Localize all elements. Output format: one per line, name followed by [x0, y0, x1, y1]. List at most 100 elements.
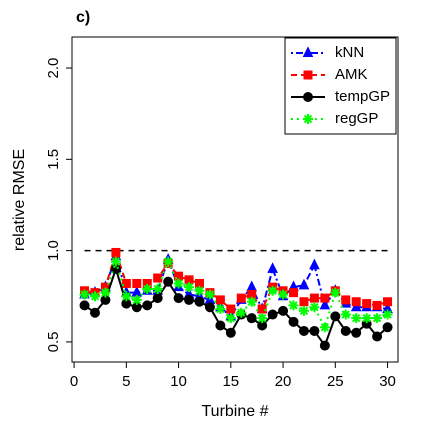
- marker: [226, 304, 236, 314]
- marker: [100, 287, 111, 298]
- marker: [257, 304, 267, 314]
- marker: [319, 298, 331, 310]
- marker: [215, 295, 225, 305]
- legend-entry: regGP: [291, 110, 378, 127]
- legend-label: tempGP: [335, 88, 390, 105]
- marker: [89, 291, 100, 302]
- marker: [330, 287, 341, 298]
- marker: [278, 289, 289, 300]
- marker: [341, 295, 351, 305]
- y-tick-label: 2.0: [45, 58, 62, 79]
- marker: [194, 296, 205, 307]
- legend-entry: AMK: [291, 66, 368, 83]
- y-axis-label: relative RMSE: [11, 149, 28, 251]
- legend-marker: [303, 92, 313, 102]
- legend-label: kNN: [335, 44, 364, 61]
- marker: [361, 313, 372, 324]
- legend-marker: [303, 114, 313, 124]
- marker: [298, 305, 309, 316]
- marker: [236, 293, 246, 303]
- marker: [267, 285, 278, 296]
- marker: [267, 262, 278, 273]
- marker: [288, 300, 299, 311]
- marker: [309, 325, 320, 336]
- marker: [267, 309, 278, 320]
- marker: [132, 278, 142, 288]
- marker: [351, 313, 362, 324]
- marker: [372, 313, 383, 324]
- marker: [142, 300, 153, 311]
- legend-label: regGP: [335, 110, 378, 127]
- marker: [309, 302, 320, 313]
- marker: [320, 293, 330, 303]
- y-tick-label: 1.5: [45, 149, 62, 170]
- x-tick-label: 10: [170, 373, 187, 390]
- marker: [340, 325, 351, 336]
- marker: [383, 297, 393, 307]
- legend-label: AMK: [335, 66, 368, 83]
- x-tick-label: 5: [122, 373, 130, 390]
- marker: [111, 247, 121, 257]
- marker: [298, 278, 310, 290]
- x-axis-label: Turbine #: [202, 403, 269, 420]
- marker: [215, 304, 226, 315]
- marker: [121, 291, 132, 302]
- marker: [131, 294, 142, 305]
- marker: [152, 293, 163, 304]
- marker: [163, 256, 174, 267]
- marker: [372, 300, 382, 310]
- x-tick-label: 0: [70, 373, 78, 390]
- marker: [351, 297, 361, 307]
- marker: [152, 283, 163, 294]
- marker: [225, 327, 236, 338]
- x-tick-label: 15: [222, 373, 239, 390]
- marker: [351, 327, 362, 338]
- marker: [362, 299, 372, 309]
- marker: [319, 322, 330, 333]
- marker: [194, 285, 205, 296]
- marker: [89, 307, 100, 318]
- panel-label: c): [76, 9, 90, 26]
- marker: [173, 278, 184, 289]
- x-tick-label: 30: [379, 373, 396, 390]
- series-line: [84, 258, 388, 330]
- marker: [79, 289, 90, 300]
- marker: [278, 305, 289, 316]
- marker: [382, 322, 393, 333]
- marker: [289, 288, 299, 298]
- marker: [382, 309, 393, 320]
- legend-marker: [303, 70, 313, 80]
- marker: [257, 313, 268, 324]
- marker: [319, 340, 330, 351]
- marker: [79, 300, 90, 311]
- legend-entry: kNN: [291, 44, 364, 61]
- marker: [184, 294, 195, 305]
- marker: [309, 258, 320, 270]
- marker: [215, 320, 226, 331]
- marker: [153, 273, 163, 283]
- y-tick-label: 0.5: [45, 331, 62, 352]
- marker: [372, 331, 383, 342]
- y-tick-label: 1.0: [45, 240, 62, 261]
- marker: [142, 283, 153, 294]
- marker: [340, 309, 351, 320]
- marker: [236, 307, 247, 318]
- marker: [204, 289, 215, 300]
- marker: [225, 313, 236, 324]
- marker: [309, 293, 319, 303]
- x-tick-label: 20: [275, 373, 292, 390]
- marker: [246, 296, 257, 307]
- marker: [163, 276, 174, 287]
- marker: [298, 325, 309, 336]
- x-tick-label: 25: [327, 373, 344, 390]
- marker: [246, 313, 257, 324]
- legend-entry: tempGP: [291, 88, 390, 105]
- legend-marker: [302, 46, 314, 57]
- marker: [204, 302, 215, 313]
- marker: [288, 316, 299, 327]
- marker: [110, 256, 121, 267]
- marker: [184, 282, 195, 293]
- marker: [330, 311, 341, 322]
- marker: [121, 278, 131, 288]
